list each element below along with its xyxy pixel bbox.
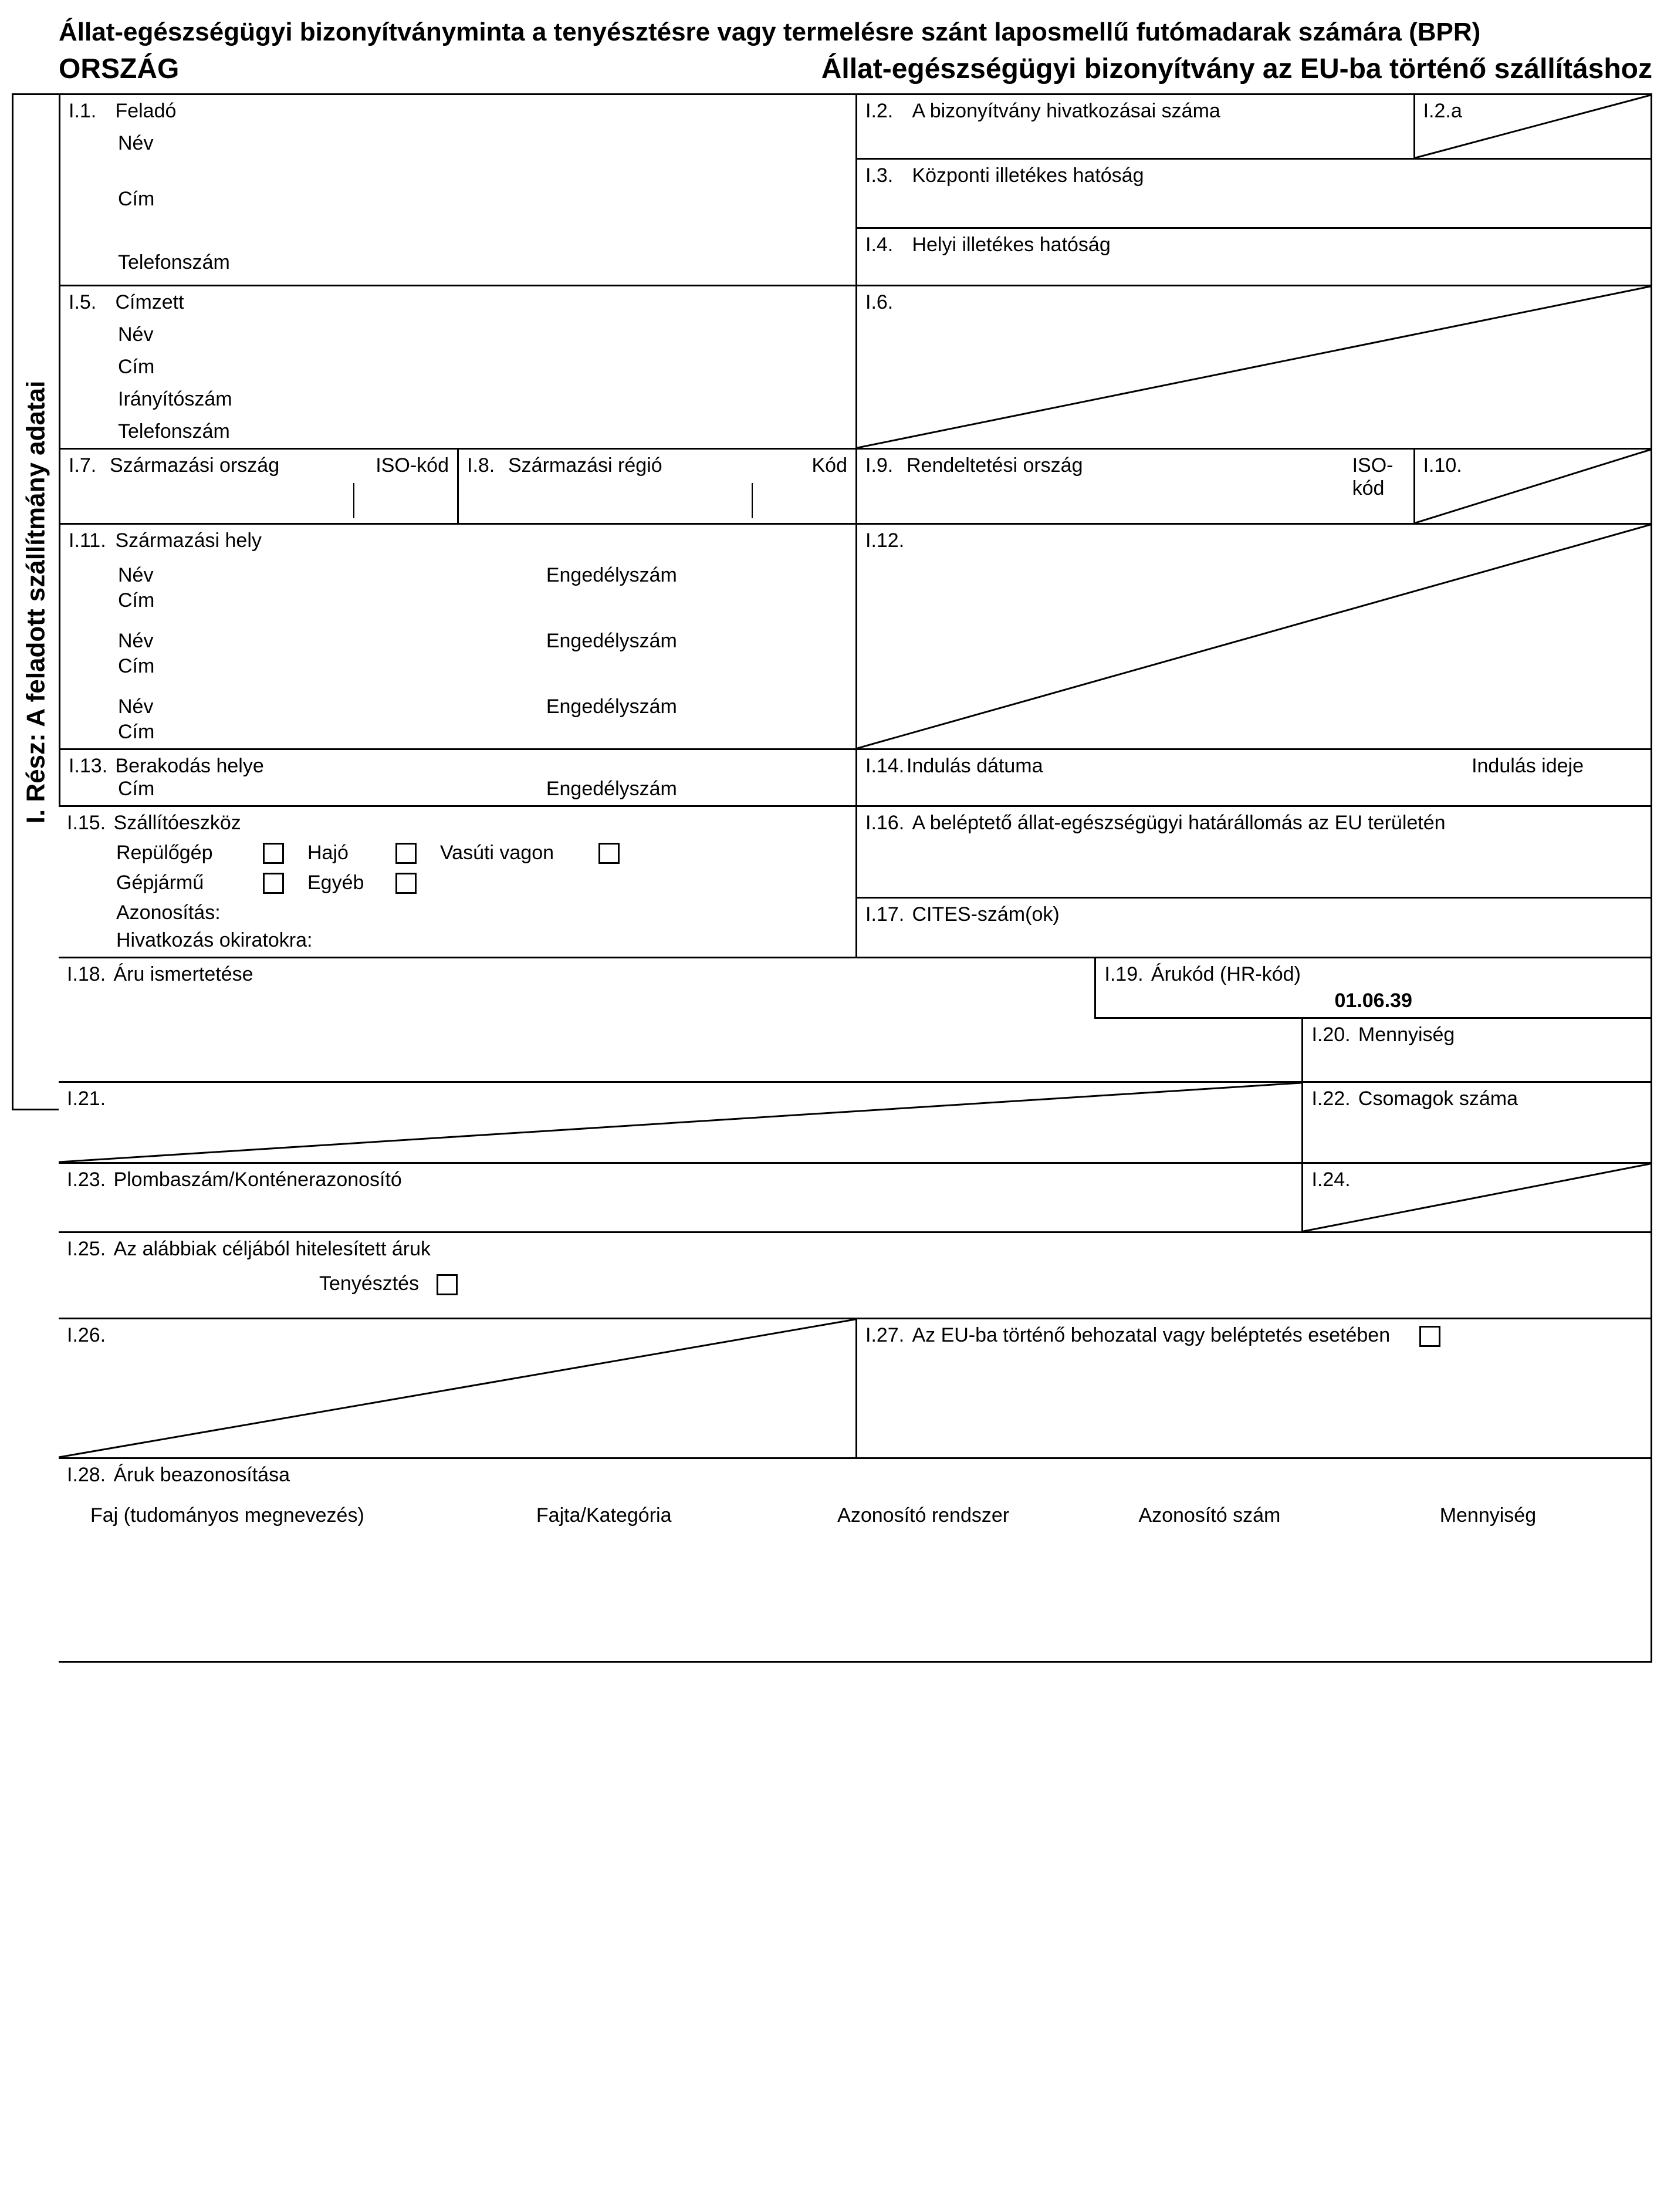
box-i8: I.8.Származási régió Kód [457,450,855,525]
box-i19: I.19. Árukód (HR-kód) 01.06.39 [1094,958,1652,1019]
box-i1-cont2: Telefonszám [59,229,855,286]
form-title: Állat-egészségügyi bizonyítványminta a t… [12,12,1652,53]
box-i7: I.7.Származási ország ISO-kód [59,450,457,525]
box-i18-cont [59,1019,1301,1083]
box-i21: I.21. [59,1083,1301,1164]
box-i16: I.16. A beléptető állat-egészségügyi hat… [857,807,1651,897]
checkbox-ship[interactable] [395,843,417,864]
box-i18: I.18. Áru ismertetése [59,958,1094,1019]
box-i9: I.9.Rendeltetési ország ISO-kód [855,450,1413,525]
box-i12: I.12. [855,525,1652,750]
hr-code: 01.06.39 [1104,986,1642,1012]
checkbox-plane[interactable] [263,843,284,864]
box-i20: I.20. Mennyiség [1301,1019,1652,1083]
box-i22: I.22. Csomagok száma [1301,1083,1652,1164]
form-grid: I.1. Feladó Név I.2. A bizonyítvány hiva… [59,95,1652,1663]
certificate-form: Állat-egészségügyi bizonyítványminta a t… [12,12,1652,1663]
box-i27: I.27. Az EU-ba történő behozatal vagy be… [855,1319,1652,1459]
checkbox-road[interactable] [263,873,284,894]
box-i6: I.6. [855,286,1652,450]
box-i16-17: I.16. A beléptető állat-egészségügyi hat… [855,807,1652,958]
box-i10: I.10. [1413,450,1652,525]
box-i25: I.25. Az alábbiak céljából hitelesített … [59,1233,1652,1319]
checkbox-i27[interactable] [1419,1326,1440,1347]
checkbox-other[interactable] [395,873,417,894]
box-i2: I.2. A bizonyítvány hivatkozásai száma [855,95,1413,160]
box-i24: I.24. [1301,1164,1652,1233]
form-body: I. Rész: A feladott szállítmány adatai I… [12,93,1652,1663]
box-i15: I.15. Szállítóeszköz Repülőgép Hajó Vasú… [59,807,855,958]
box-i3: I.3. Központi illetékes hatóság [855,160,1652,229]
diag-line [857,286,1651,448]
diag-line [857,525,1651,748]
diag-line [1303,1164,1651,1231]
box-i13: I.13. Berakodás helye CímEngedélyszám [59,750,855,807]
box-i26: I.26. [59,1319,855,1459]
box-i14: I.14.Indulás dátuma Indulás ideje [855,750,1652,807]
box-i11: I.11. Származási hely NévEngedélyszám Cí… [59,525,855,750]
country-label: ORSZÁG [59,53,179,85]
side-label-container: I. Rész: A feladott szállítmány adatai [12,95,59,1110]
part1-label: I. Rész: A feladott szállítmány adatai [22,380,51,823]
box-i28: I.28. Áruk beazonosítása Faj (tudományos… [59,1459,1652,1663]
box-i2a: I.2.a [1413,95,1652,160]
box-i23: I.23. Plombaszám/Konténerazonosító [59,1164,1301,1233]
box-i17: I.17. CITES-szám(ok) [857,897,1651,948]
form-subhead: ORSZÁG Állat-egészségügyi bizonyítvány a… [12,53,1652,93]
cert-label: Állat-egészségügyi bizonyítvány az EU-ba… [821,53,1652,85]
box-i1-cont1: Cím [59,160,855,229]
box-i1: I.1. Feladó Név [59,95,855,160]
box-i4: I.4. Helyi illetékes hatóság [855,229,1652,286]
box-i5: I.5. Címzett Név Cím Irányítószám Telefo… [59,286,855,450]
checkbox-breeding[interactable] [437,1274,458,1295]
checkbox-wagon[interactable] [598,843,620,864]
i28-columns: Faj (tudományos megnevezés) Fajta/Kategó… [67,1487,1642,1527]
